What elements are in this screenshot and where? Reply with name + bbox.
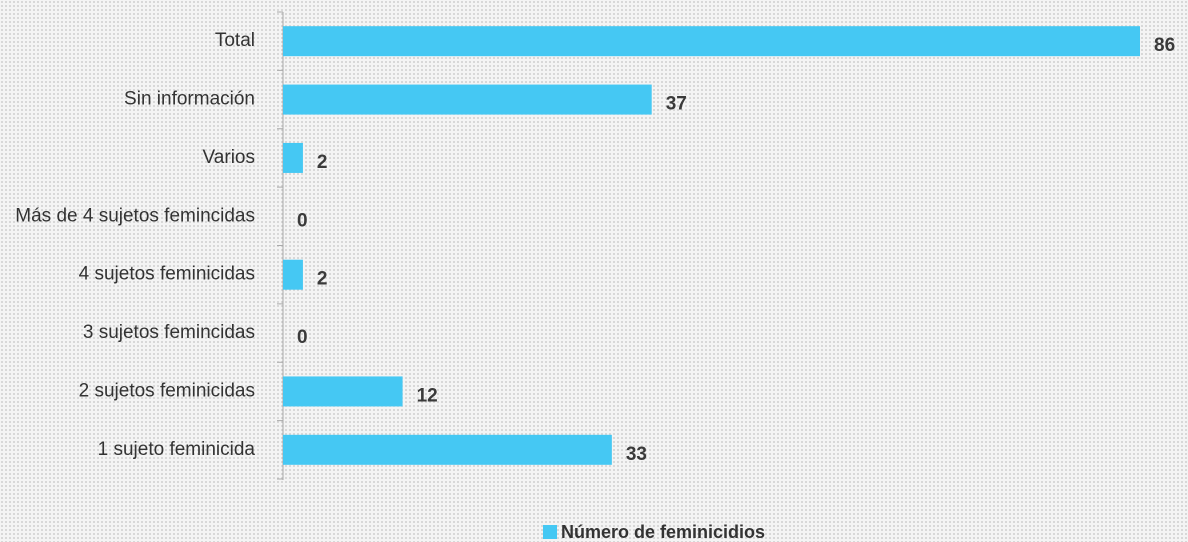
category-label: 3 sujetos femincidas [83,322,255,343]
category-label: 4 sujetos feminicidas [79,264,255,285]
bar [283,434,612,465]
data-label: 37 [666,94,687,115]
legend-swatch [543,525,557,539]
bar [283,376,403,407]
data-label: 2 [317,152,328,173]
data-label: 2 [317,269,328,290]
category-label: 1 sujeto feminicida [98,439,256,460]
bar [283,84,652,115]
data-label: 12 [417,385,438,406]
data-label: 0 [297,210,308,231]
category-label: Sin información [124,89,255,110]
bar [283,259,303,290]
data-label: 0 [297,327,308,348]
category-label: Varios [203,147,255,168]
category-label: Total [215,30,255,51]
category-label: Más de 4 sujetos femincidas [15,205,255,226]
bar [283,26,1140,57]
bar [283,142,303,173]
category-label: 2 sujetos feminicidas [79,380,255,401]
data-label: 33 [626,444,647,465]
data-label: 86 [1154,35,1175,56]
legend-label: Número de feminicidios [561,522,765,542]
